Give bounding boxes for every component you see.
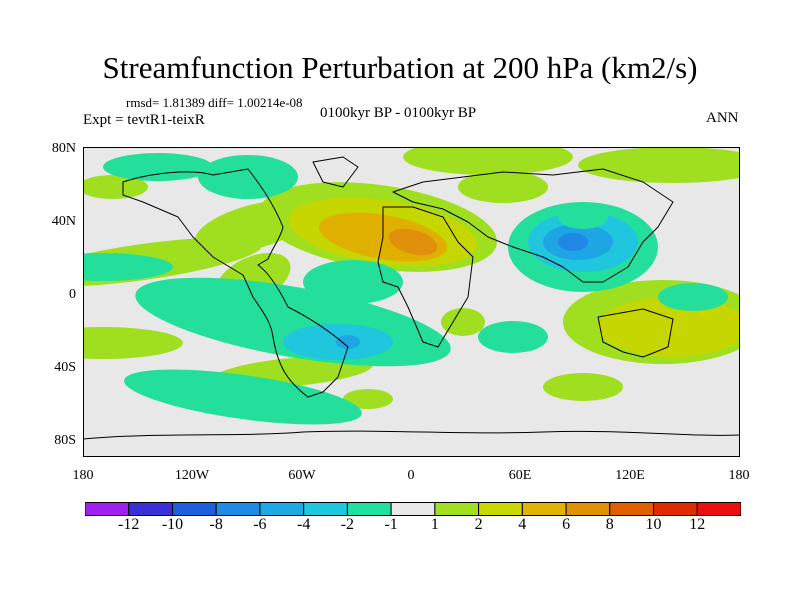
colorbar-label: -1 xyxy=(384,516,398,533)
colorbar-box xyxy=(434,502,480,516)
colorbar-label: -8 xyxy=(209,516,223,533)
lon-label-0: 0 xyxy=(407,468,415,483)
colorbar-box xyxy=(696,502,741,516)
colorbar-label: -10 xyxy=(161,516,184,533)
map-title: Streamfunction Perturbation at 200 hPa (… xyxy=(102,50,698,85)
colorbar-label: -6 xyxy=(253,516,267,533)
colorbar-box xyxy=(478,502,523,516)
stats-line: rmsd= 1.81389 diff= 1.00214e-08 xyxy=(126,95,303,110)
colorbar-box xyxy=(303,502,348,516)
colorbar-box xyxy=(171,502,217,516)
coastlines xyxy=(83,156,740,440)
colorbar-box xyxy=(609,502,655,516)
lat-label-40s: 40S xyxy=(54,360,76,375)
greenland-coastline xyxy=(312,156,359,188)
period-label: 0100kyr BP - 0100kyr BP xyxy=(320,105,477,121)
colorbar-box xyxy=(259,502,305,516)
colorbar-label: -4 xyxy=(297,516,311,533)
colorbar-label: 6 xyxy=(562,516,571,533)
lat-label-80n: 80N xyxy=(51,141,76,156)
streamfunction-map xyxy=(83,147,740,457)
colorbar-box xyxy=(215,502,261,516)
colorbar-label: 8 xyxy=(605,516,614,533)
lon-label-60e: 60E xyxy=(508,468,532,483)
colorbar-box xyxy=(521,502,567,516)
africa-coastline xyxy=(377,206,474,348)
colorbar xyxy=(85,502,741,516)
lon-label-180w: 180 xyxy=(72,468,94,483)
americas-coastline xyxy=(122,168,349,398)
season-label: ANN xyxy=(706,110,739,126)
colorbar-label: 4 xyxy=(518,516,527,533)
lat-label-eq: 0 xyxy=(69,287,76,302)
colorbar-box xyxy=(85,502,130,516)
colorbar-label: 10 xyxy=(645,516,662,533)
lat-label-80s: 80S xyxy=(54,433,76,448)
colorbar-box xyxy=(128,502,173,516)
colorbar-box xyxy=(565,502,611,516)
eurasia-coastline xyxy=(392,168,674,283)
lat-label-40n: 40N xyxy=(51,214,76,229)
colorbar-label: 12 xyxy=(689,516,706,533)
colorbar-box xyxy=(653,502,698,516)
colorbar-box xyxy=(346,502,392,516)
colorbar-box xyxy=(390,502,436,516)
lon-label-60w: 60W xyxy=(288,468,316,483)
experiment-label: Expt = tevtR1-teixR xyxy=(83,112,205,128)
colorbar-label: 1 xyxy=(430,516,439,533)
colorbar-label: -2 xyxy=(340,516,355,533)
antarctica-coastline xyxy=(83,430,740,440)
map-frame xyxy=(83,147,740,457)
colorbar-label: 2 xyxy=(474,516,483,533)
australia-coastline xyxy=(597,308,674,358)
lon-label-120e: 120E xyxy=(615,468,645,483)
negative-regions xyxy=(83,153,728,425)
lon-label-120w: 120W xyxy=(174,468,210,483)
colorbar-label: -12 xyxy=(118,516,140,533)
lon-label-180e: 180 xyxy=(728,468,750,483)
